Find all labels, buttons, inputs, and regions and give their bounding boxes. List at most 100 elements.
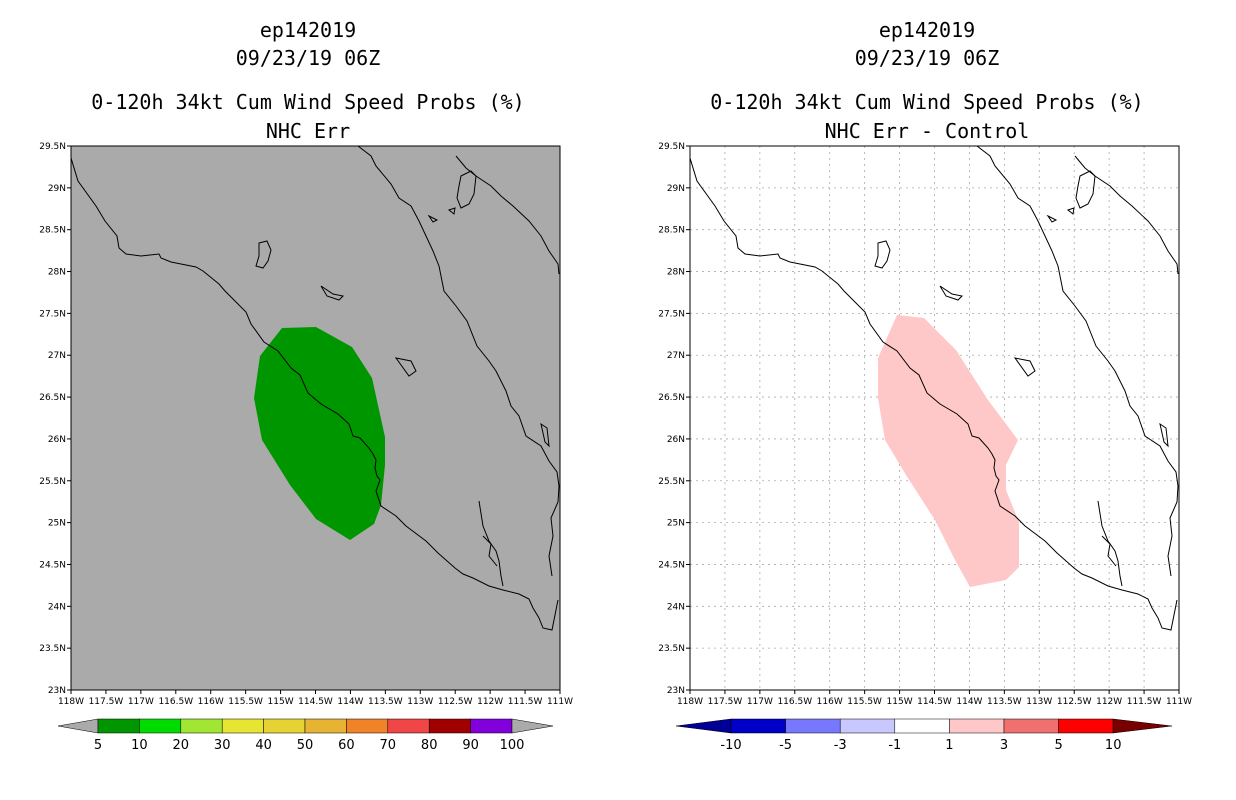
lat-tick-label: 23N [48, 686, 66, 696]
lon-tick-label: 116W [817, 697, 843, 707]
panel1-lon-labels: 118W 117.5W 117W 116.5W 116W 115.5W 115W 114.5W… [58, 690, 573, 707]
panel2-colorbar-high-end [1112, 718, 1173, 734]
lon-tick-label: 111.5W [1127, 697, 1162, 707]
lon-tick-label: 111.5W [508, 697, 543, 707]
lat-tick-label: 23N [667, 686, 685, 696]
lon-tick-label: 113.5W [368, 697, 403, 707]
colorbar-label: 3 [1000, 738, 1008, 753]
lat-tick-label: 27.5N [658, 309, 685, 319]
colorbar-swatch [839, 718, 896, 734]
colorbar-swatch [387, 718, 430, 734]
colorbar-label: 5 [1054, 738, 1062, 753]
lat-tick-label: 29N [667, 184, 685, 194]
lon-tick-label: 114W [337, 697, 363, 707]
lat-tick-label: 27N [48, 351, 66, 361]
lat-tick-label: 25N [48, 519, 66, 529]
lat-tick-label: 28.5N [658, 226, 685, 236]
colorbar-swatch [180, 718, 223, 734]
lon-tick-label: 111W [547, 697, 573, 707]
panel2-map: 23N 23.5N 24N 24.5N 25N 25.5N 26N 26.5N 27N 27.5N… [658, 142, 1192, 707]
colorbar-label: -1 [888, 738, 901, 753]
panel1-subtitle: NHC Err [265, 119, 351, 143]
panel2-difference-swath [878, 315, 1019, 587]
lon-tick-label: 117.5W [708, 697, 743, 707]
panel1-colorbar-low-end [57, 718, 99, 734]
lat-tick-label: 29N [48, 184, 66, 194]
panel1-colorbar: 5 10 20 30 40 50 60 70 80 90 100 [57, 718, 554, 753]
lat-tick-label: 23.5N [39, 644, 66, 654]
lat-tick-label: 25.5N [658, 477, 685, 487]
lat-tick-label: 25N [667, 519, 685, 529]
lat-tick-label: 23.5N [658, 644, 685, 654]
lat-tick-label: 24N [48, 602, 66, 612]
panel2-datetime: 09/23/19 06Z [854, 46, 1000, 70]
panel1-map: 23N 23.5N 24N 24.5N 25N 25.5N 26N 26.5N 27N 27.5N… [39, 142, 573, 707]
colorbar-swatch [949, 718, 1005, 734]
lon-tick-label: 116.5W [158, 697, 193, 707]
lon-tick-label: 111W [1166, 697, 1192, 707]
lon-tick-label: 112.5W [1057, 697, 1092, 707]
colorbar-swatch [1058, 718, 1114, 734]
panel2-lat-labels: 23N 23.5N 24N 24.5N 25N 25.5N 26N 26.5N 27N 27.5N… [658, 142, 690, 696]
lat-tick-label: 26N [667, 435, 685, 445]
colorbar-swatch [785, 718, 841, 734]
panel2-storm-id: ep142019 [878, 18, 976, 42]
lon-tick-label: 114.5W [917, 697, 952, 707]
colorbar-label: 90 [462, 738, 479, 753]
lon-tick-label: 114.5W [298, 697, 333, 707]
colorbar-label: -5 [779, 738, 792, 753]
panel2-colorbar: -10 -5 -3 -1 1 3 5 10 [675, 718, 1173, 753]
lon-tick-label: 116.5W [777, 697, 812, 707]
colorbar-label: 10 [1105, 738, 1122, 753]
lat-tick-label: 28N [48, 268, 66, 278]
colorbar-label: -10 [720, 738, 741, 753]
lon-tick-label: 115.5W [228, 697, 263, 707]
colorbar-swatch [139, 718, 182, 734]
lat-tick-label: 26N [48, 435, 66, 445]
panel2-subtitle: NHC Err - Control [824, 119, 1030, 143]
panel2-colorbar-low-end [675, 718, 732, 734]
lat-tick-label: 28.5N [39, 226, 66, 236]
colorbar-swatch [894, 718, 950, 734]
colorbar-label: 5 [94, 738, 102, 753]
lat-tick-label: 29.5N [39, 142, 66, 152]
lon-tick-label: 117.5W [89, 697, 124, 707]
lat-tick-label: 24.5N [39, 560, 66, 570]
colorbar-swatch [470, 718, 513, 734]
lat-tick-label: 24N [667, 602, 685, 612]
panel1-title: 0-120h 34kt Cum Wind Speed Probs (%) [91, 90, 525, 114]
panel1-probability-swath [254, 327, 385, 540]
colorbar-label: -3 [834, 738, 847, 753]
lon-tick-label: 114W [956, 697, 982, 707]
colorbar-swatch [1003, 718, 1059, 734]
panel1-datetime: 09/23/19 06Z [235, 46, 381, 70]
lon-tick-label: 113W [1026, 697, 1052, 707]
colorbar-label: 80 [421, 738, 438, 753]
lon-tick-label: 117W [128, 697, 154, 707]
colorbar-label: 60 [338, 738, 355, 753]
colorbar-label: 70 [380, 738, 397, 753]
panel1-storm-id: ep142019 [259, 18, 357, 42]
lat-tick-label: 27N [667, 351, 685, 361]
lat-tick-label: 26.5N [39, 393, 66, 403]
lon-tick-label: 118W [677, 697, 703, 707]
lon-tick-label: 118W [58, 697, 84, 707]
lon-tick-label: 115W [887, 697, 913, 707]
colorbar-label: 20 [173, 738, 190, 753]
lat-tick-label: 24.5N [658, 560, 685, 570]
lon-tick-label: 112W [1096, 697, 1122, 707]
colorbar-swatch [221, 718, 264, 734]
colorbar-swatch [304, 718, 347, 734]
colorbar-label: 10 [131, 738, 148, 753]
colorbar-swatch [428, 718, 471, 734]
colorbar-label: 30 [214, 738, 231, 753]
colorbar-label: 50 [297, 738, 314, 753]
colorbar-swatch [730, 718, 786, 734]
colorbar-swatch [346, 718, 389, 734]
colorbar-label: 1 [945, 738, 953, 753]
lon-tick-label: 113.5W [987, 697, 1022, 707]
panel1-lat-labels: 23N 23.5N 24N 24.5N 25N 25.5N 26N 26.5N 27N 27.5N… [39, 142, 71, 696]
colorbar-label: 100 [500, 738, 525, 753]
lon-tick-label: 113W [407, 697, 433, 707]
